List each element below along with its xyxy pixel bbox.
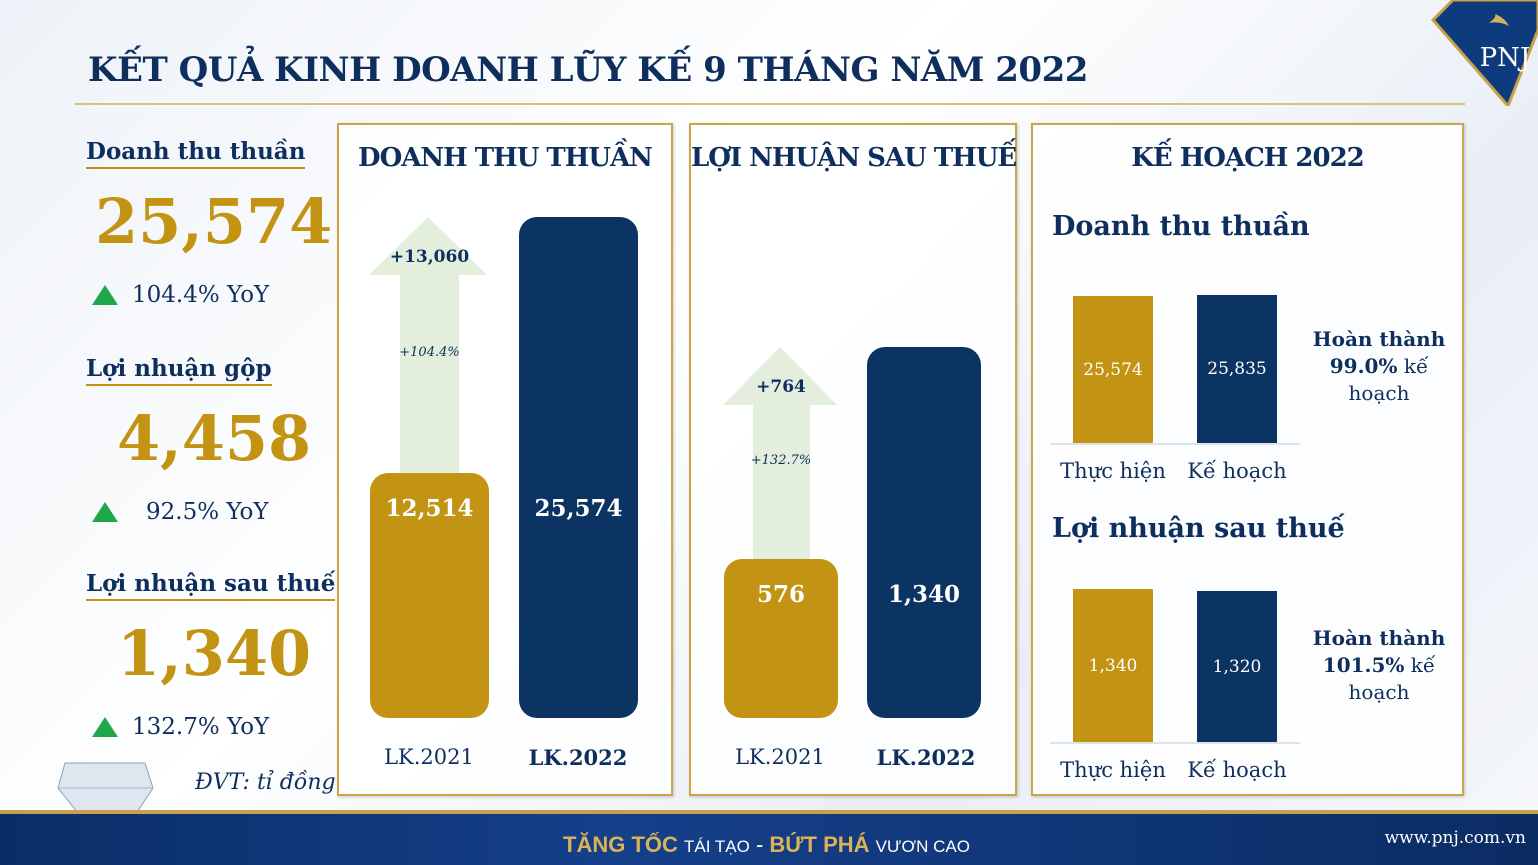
growth-arrow-shaft [752, 404, 810, 559]
completion-pct: 101.5% [1322, 653, 1405, 677]
x-tick-label: Kế hoạch [1187, 758, 1287, 782]
baseline [1050, 742, 1300, 744]
baseline [1050, 443, 1300, 445]
delta-pct-label: +104.4% [399, 344, 460, 360]
growth-arrow-head-icon [723, 347, 837, 405]
delta-pct-label: +132.7% [750, 452, 812, 468]
slogan-part: BỨT PHÁ [769, 832, 870, 857]
chart-title: KẾ HOẠCH 2022 [1131, 143, 1365, 173]
kpi-yoy-revenue: 104.4% YoY [92, 282, 269, 308]
title-divider [75, 103, 1465, 105]
bar-lk-2022: 1,340 [867, 347, 981, 718]
up-triangle-icon [92, 502, 118, 522]
slogan-sep: - [755, 832, 764, 857]
completion-note: Hoàn thành 101.5% kế hoạch [1304, 625, 1454, 706]
x-tick-label: Thực hiện [1060, 758, 1166, 782]
kpi-value-revenue: 25,574 [95, 185, 333, 258]
kpi-yoy-gross-profit: 92.5% YoY [92, 499, 269, 525]
x-tick-label: LK.2022 [528, 745, 628, 770]
x-tick-label: LK.2021 [384, 745, 474, 769]
completion-pct: 99.0% [1329, 354, 1398, 378]
delta-label: +13,060 [389, 247, 470, 267]
footer-banner: TĂNG TỐC TÁI TẠO - BỨT PHÁ VƯƠN CAO www.… [0, 810, 1538, 865]
slogan: TĂNG TỐC TÁI TẠO - BỨT PHÁ VƯƠN CAO [563, 832, 970, 858]
delta-label: +764 [756, 377, 806, 397]
up-triangle-icon [92, 717, 118, 737]
completion-label: Hoàn thành [1312, 626, 1446, 650]
plan-bar-actual: 1,340 [1073, 589, 1153, 742]
unit-note: ĐVT: tỉ đồng [195, 770, 336, 795]
x-tick-label: LK.2021 [735, 745, 825, 769]
slogan-part: TĂNG TỐC [563, 832, 678, 857]
growth-arrow-head-icon [369, 217, 487, 275]
svg-text:PNJ: PNJ [1480, 43, 1531, 73]
x-tick-label: Kế hoạch [1187, 459, 1287, 483]
kpi-value-gross-profit: 4,458 [117, 402, 312, 475]
completion-suffix: kế hoạch [1348, 653, 1436, 704]
chart-title: DOANH THU THUẦN [358, 143, 653, 173]
kpi-label-gross-profit: Lợi nhuận gộp [86, 355, 272, 386]
growth-arrow-shaft [399, 274, 460, 473]
plan-bar-plan: 1,320 [1197, 591, 1277, 742]
yoy-text: 92.5% YoY [146, 499, 269, 525]
completion-suffix: kế hoạch [1348, 354, 1429, 405]
page-title: KẾT QUẢ KINH DOANH LŨY KẾ 9 THÁNG NĂM 20… [88, 50, 1088, 90]
slogan-part: VƯƠN CAO [875, 837, 970, 856]
plan-bar-plan: 25,835 [1197, 295, 1277, 443]
bar-lk-2021: 12,514 [370, 472, 489, 718]
yoy-text: 132.7% YoY [132, 714, 270, 740]
bar-lk-2021: 576 [724, 558, 838, 718]
subchart-title: Doanh thu thuần [1052, 211, 1310, 242]
yoy-text: 104.4% YoY [132, 282, 270, 308]
pnj-logo: PNJ [1430, 0, 1538, 106]
kpi-label-net-profit: Lợi nhuận sau thuế [86, 570, 336, 601]
completion-label: Hoàn thành [1312, 327, 1446, 351]
chart-title: LỢI NHUẬN SAU THUẾ [691, 143, 1017, 173]
x-tick-label: LK.2022 [876, 745, 976, 770]
subchart-title: Lợi nhuận sau thuế [1052, 513, 1345, 544]
kpi-label-revenue: Doanh thu thuần [86, 138, 306, 169]
kpi-yoy-net-profit: 132.7% YoY [92, 714, 269, 740]
up-triangle-icon [92, 285, 118, 305]
kpi-value-net-profit: 1,340 [117, 617, 312, 690]
slogan-part: TÁI TẠO [684, 837, 750, 856]
bar-lk-2022: 25,574 [519, 217, 638, 718]
x-tick-label: Thực hiện [1060, 459, 1166, 483]
completion-note: Hoàn thành 99.0% kế hoạch [1304, 326, 1454, 407]
website-link[interactable]: www.pnj.com.vn [1384, 828, 1526, 848]
plan-bar-actual: 25,574 [1073, 296, 1153, 443]
